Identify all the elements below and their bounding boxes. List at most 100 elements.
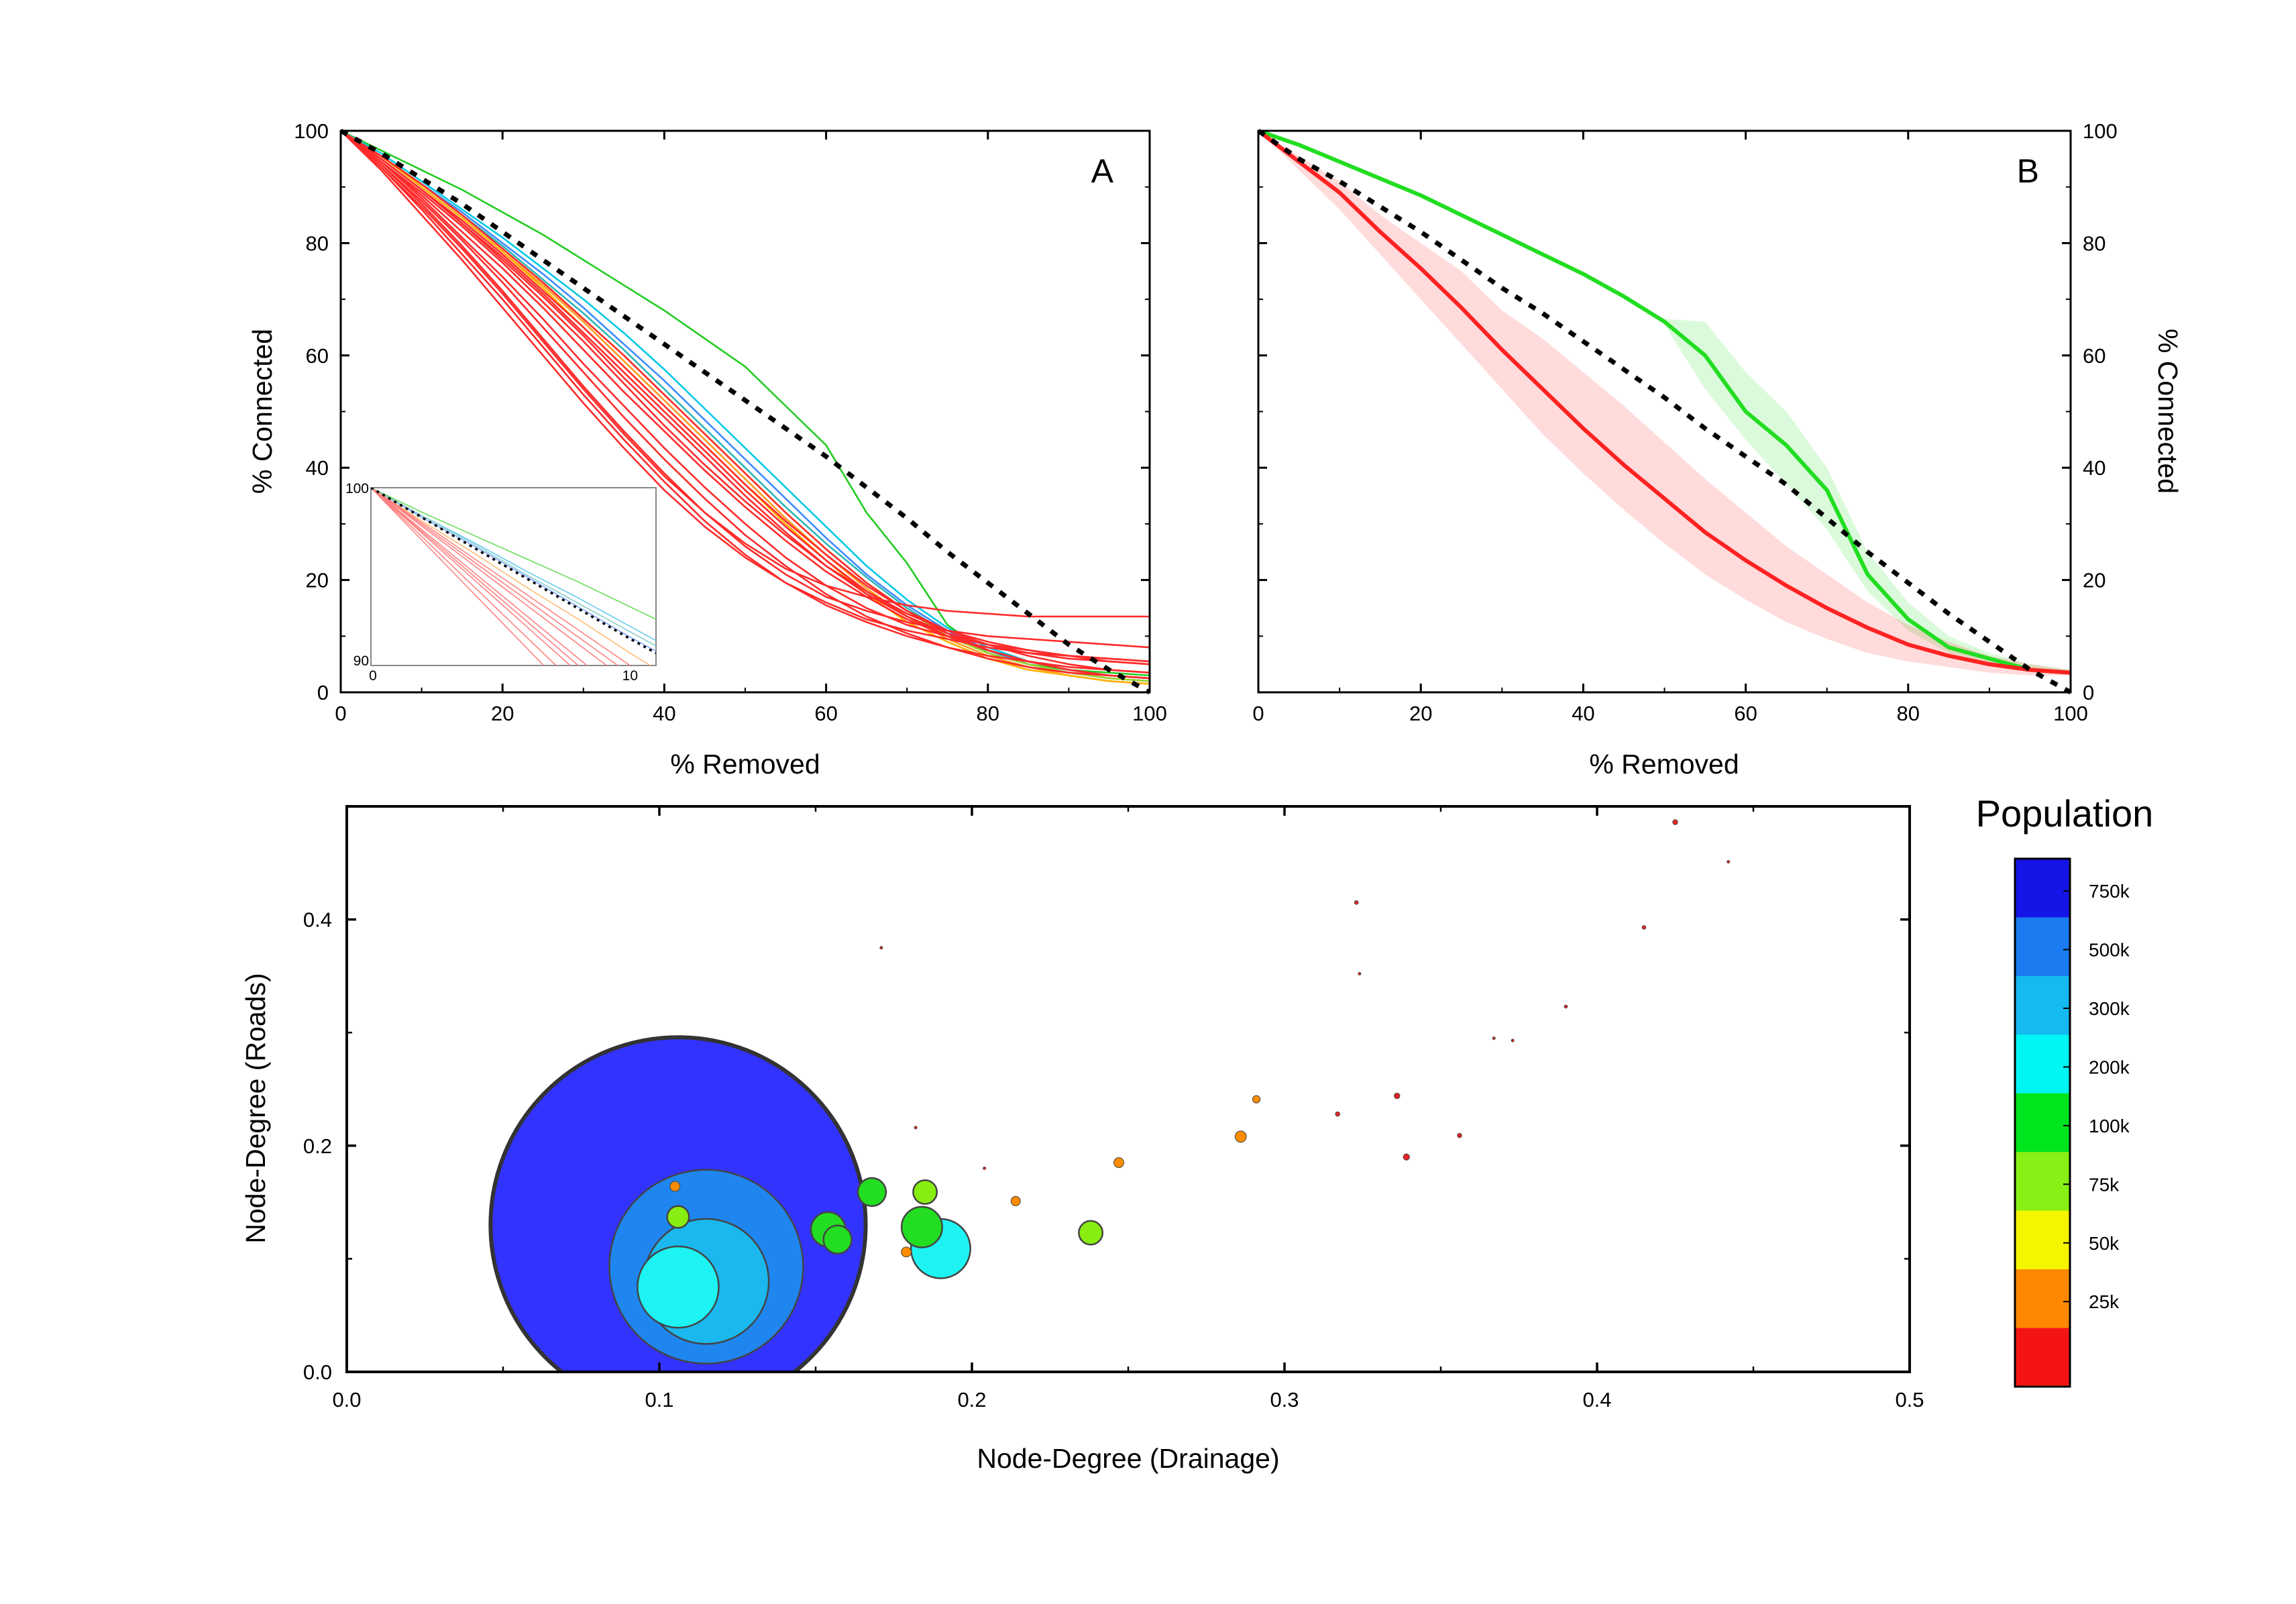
scatter-point-24 — [1335, 1111, 1340, 1117]
panel-b-series — [1257, 129, 2072, 695]
colorbar-bin-6 — [2015, 1210, 2070, 1270]
panel-b-series-2 — [1257, 129, 2071, 675]
panel-c-x-tick-label-5: 0.5 — [1895, 1388, 1924, 1411]
inset-series-11 — [371, 488, 545, 665]
panel-b-band-2 — [1258, 131, 2071, 676]
panel-a-inset: 0 10 90 100 — [345, 481, 657, 684]
panel-b-letter: B — [2017, 152, 2039, 190]
colorbar-label-2: 300k — [2089, 998, 2130, 1019]
scatter-point-7 — [822, 1224, 853, 1254]
scatter-point-5 — [900, 1206, 943, 1248]
scatter-point-15 — [1113, 1157, 1124, 1169]
scatter-point-21 — [1403, 1153, 1410, 1161]
inset-series-1 — [371, 488, 656, 620]
inset-series-12 — [371, 488, 619, 665]
panel-a-series-18 — [340, 129, 1150, 680]
colorbar-bin-4 — [2015, 1093, 2070, 1153]
inset-background — [370, 487, 657, 666]
panel-a-series — [339, 128, 1151, 695]
panel-a-series-2 — [340, 129, 1150, 680]
panel-b-y-tick-label-3: 60 — [2083, 344, 2106, 368]
inset-series-7 — [371, 488, 608, 665]
colorbar-bins: 750k 500k 300k 200k 100k 75k 50k 25k — [2015, 859, 2130, 1387]
inset-series — [371, 488, 656, 665]
scatter-point-10 — [1078, 1220, 1104, 1246]
panel-b-x-tick-label-2: 40 — [1572, 702, 1594, 725]
panel-c-ticks: 0.0 0.1 0.2 0.3 0.4 0.5 0.0 0.2 0.4 — [303, 805, 1924, 1411]
panel-a-y-tick-label-5: 100 — [294, 119, 329, 143]
colorbar-bin-3 — [2015, 1034, 2070, 1094]
panel-c-y-tick-label-2: 0.4 — [303, 908, 332, 932]
panel-a-series-16 — [340, 130, 1150, 674]
colorbar-label-7: 25k — [2089, 1291, 2120, 1312]
colorbar-frame — [2014, 857, 2071, 1388]
colorbar-label-6: 50k — [2089, 1233, 2120, 1254]
panel-c-frame — [345, 805, 1911, 1373]
panel-b-band-1 — [1258, 131, 2071, 673]
scatter-point-13 — [669, 1181, 681, 1192]
colorbar-bin-2 — [2015, 975, 2070, 1035]
scatter-point-9 — [912, 1179, 938, 1205]
scatter-point-30 — [1492, 1036, 1496, 1040]
panel-a-x-tick-label-5: 100 — [1132, 702, 1167, 725]
panel-a-x-tick-label-4: 80 — [977, 702, 999, 725]
scatter-point-29 — [1727, 860, 1731, 864]
scatter-point-8 — [857, 1177, 887, 1208]
panel-c-y-title: Node-Degree (Roads) — [240, 973, 271, 1243]
panel-a-series-14 — [340, 130, 1150, 649]
panel-c-x-tick-label-4: 0.4 — [1582, 1388, 1611, 1411]
panel-c-x-tick-label-0: 0.0 — [332, 1388, 361, 1411]
colorbar-bin-0 — [2015, 859, 2070, 918]
panel-b-x-tick-label-4: 80 — [1897, 702, 1920, 725]
panel-b-x-tick-label-0: 0 — [1252, 702, 1264, 725]
panel-a-y-tick-label-2: 40 — [306, 456, 329, 480]
inset-series-8 — [371, 488, 588, 665]
panel-a-y-title: % Connected — [247, 329, 278, 494]
colorbar-label-3: 200k — [2089, 1057, 2130, 1077]
scatter-point-3 — [637, 1245, 720, 1329]
panel-a-y-tick-label-4: 80 — [306, 231, 329, 255]
scatter-point-16 — [1010, 1195, 1021, 1206]
panel-a-letter: A — [1091, 152, 1114, 190]
scatter-point-31 — [1511, 1038, 1515, 1042]
scatter-point-26 — [983, 1167, 987, 1171]
scatter-point-27 — [879, 946, 883, 950]
panel-a-x-tick-label-3: 60 — [814, 702, 837, 725]
colorbar-label-5: 75k — [2089, 1174, 2120, 1195]
panel-c-x-tick-label-2: 0.2 — [957, 1388, 986, 1411]
scatter-point-12 — [901, 1246, 912, 1258]
panel-a-x-tick-label-2: 40 — [653, 702, 675, 725]
panel-a-x-tick-label-0: 0 — [335, 702, 346, 725]
scatter-point-19 — [1354, 900, 1359, 905]
colorbar-label-4: 100k — [2089, 1116, 2130, 1136]
inset-y-tick-label-0: 90 — [353, 653, 369, 669]
colorbar-bin-7 — [2015, 1269, 2070, 1329]
panel-a-series-19 — [340, 129, 1150, 665]
panel-b-y-tick-label-5: 100 — [2083, 119, 2118, 143]
panel-a-series-17 — [340, 130, 1150, 663]
panel-a-series-9 — [340, 129, 1150, 674]
inset-ticks: 0 10 90 100 — [345, 481, 638, 684]
inset-x-tick-label-1: 10 — [622, 668, 638, 684]
panel-b-y-tick-label-4: 80 — [2083, 231, 2106, 255]
colorbar-bin-1 — [2015, 917, 2070, 977]
panel-b-frame — [1257, 129, 2072, 694]
panel-b-x-tick-label-5: 100 — [2053, 702, 2088, 725]
panel-a-frame — [339, 129, 1151, 694]
inset-lines — [371, 488, 656, 665]
panel-a-x-tick-label-1: 20 — [491, 702, 514, 725]
inset-series-3 — [371, 488, 656, 652]
panel-c-x-tick-label-3: 0.3 — [1270, 1388, 1299, 1411]
scatter-point-14 — [1234, 1130, 1247, 1143]
inset-x-tick-label-0: 0 — [369, 668, 377, 684]
colorbar-label-1: 500k — [2089, 940, 2130, 961]
panel-c: 0.0 0.1 0.2 0.3 0.4 0.5 0.0 0.2 0.4 Node-Degree … — [240, 792, 2153, 1474]
panel-c-y-tick-label-1: 0.2 — [303, 1134, 332, 1158]
scatter-point-20 — [1641, 925, 1647, 930]
panel-a-series-0 — [339, 128, 1151, 695]
panel-b-y-tick-label-0: 0 — [2083, 681, 2094, 704]
panel-a-series-15 — [340, 130, 1150, 618]
panel-b-x-title: % Removed — [1589, 749, 1739, 780]
colorbar-bin-5 — [2015, 1152, 2070, 1212]
